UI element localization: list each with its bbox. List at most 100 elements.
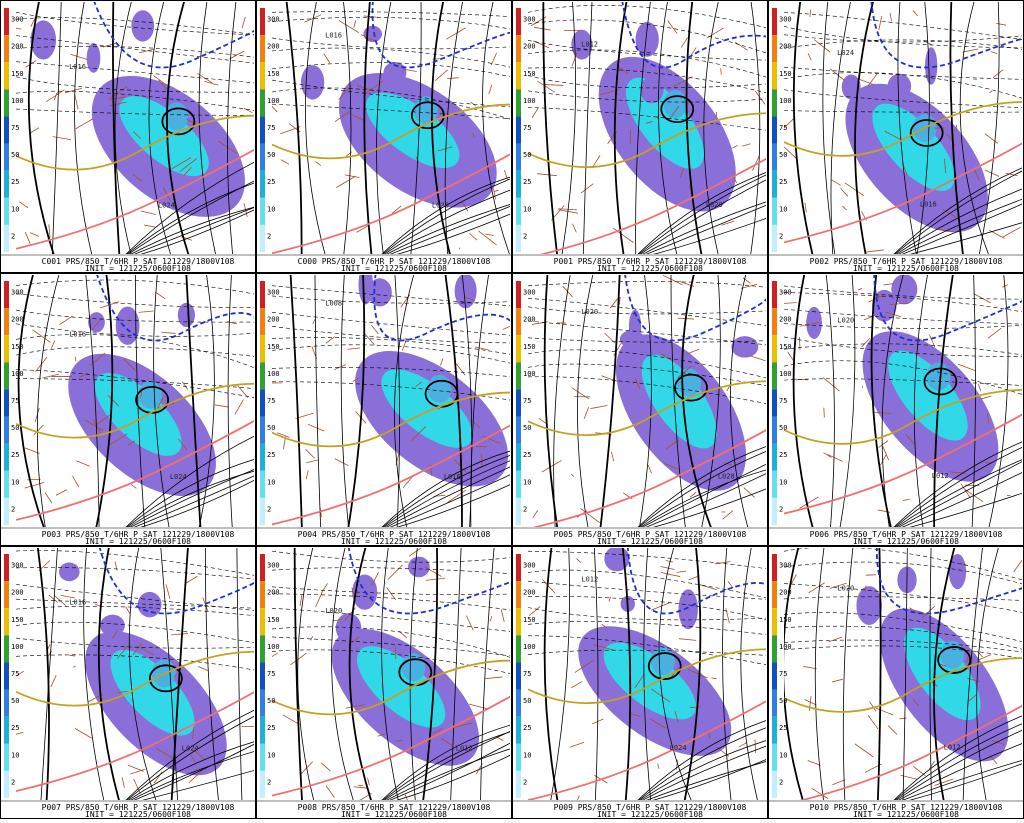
pressure-contour xyxy=(658,548,692,800)
pressure-contour xyxy=(988,275,1009,527)
colorbar-swatch xyxy=(516,308,521,336)
colorbar-swatch xyxy=(772,608,777,636)
colorbar-swatch xyxy=(4,8,9,36)
colorbar-label: 25 xyxy=(11,178,19,186)
panel-init: INIT = 121225/0600F108 xyxy=(85,264,191,273)
colorbar-swatch xyxy=(260,116,265,144)
pressure-contour xyxy=(553,275,571,527)
colorbar-swatch xyxy=(260,89,265,117)
colorbar-swatch xyxy=(260,143,265,171)
colorbar-swatch xyxy=(772,743,777,771)
pressure-contour xyxy=(394,275,400,527)
thickness-line xyxy=(272,153,510,254)
freezing-line xyxy=(528,380,766,436)
map-panel: L012 L024 300 200 150 100 75 50 25 10 2 P009 PRS/85… xyxy=(512,546,768,819)
pressure-label: L020 xyxy=(581,308,598,316)
pressure-label: L024 xyxy=(158,202,175,210)
pressure-contour xyxy=(893,715,1022,800)
temp-contour xyxy=(272,79,510,108)
pressure-contour xyxy=(396,213,510,254)
pressure-contour xyxy=(125,161,254,254)
colorbar-label: 200 xyxy=(11,589,24,597)
panel-title: P007 PRS/850 T/6HR P SAT 121229/1800V108 xyxy=(42,803,235,812)
pressure-contour xyxy=(898,743,1022,800)
map-area: L024 L016 xyxy=(784,2,1022,254)
colorbar-swatch xyxy=(516,635,521,663)
pressure-contour xyxy=(902,760,1022,800)
colorbar-swatch xyxy=(260,635,265,663)
freezing-line xyxy=(16,650,254,707)
pressure-contour xyxy=(133,207,254,254)
colorbar-swatch xyxy=(260,689,265,717)
colorbar-label: 10 xyxy=(779,205,787,213)
pressure-contour xyxy=(543,548,559,800)
panel-init: INIT = 121225/0600F108 xyxy=(341,810,447,819)
temp-contour xyxy=(528,5,766,29)
precip-shade xyxy=(663,90,688,119)
map-panel: L016 L028 300 200 150 100 75 50 25 10 2 C000 PRS/85… xyxy=(256,0,512,273)
precip-shade xyxy=(58,562,80,582)
temp-contour xyxy=(272,312,510,336)
pressure-contour xyxy=(133,475,254,527)
temp-contour xyxy=(528,337,766,343)
pressure-contour xyxy=(701,275,721,527)
colorbar-swatch xyxy=(260,497,265,525)
pressure-contour xyxy=(971,275,976,527)
colorbar-swatch xyxy=(260,224,265,252)
colorbar-label: 200 xyxy=(779,43,792,51)
blue-line xyxy=(626,548,766,615)
pressure-contour xyxy=(394,275,415,527)
colorbar-label: 10 xyxy=(523,205,531,213)
pressure-contour xyxy=(386,204,510,254)
colorbar-swatch xyxy=(4,170,9,198)
pressure-contour xyxy=(896,729,1022,800)
panel-init: INIT = 121225/0600F108 xyxy=(597,264,703,273)
colorbar-swatch xyxy=(772,197,777,225)
pressure-label: L028 xyxy=(432,201,449,209)
colorbar-label: 300 xyxy=(523,289,536,297)
colorbar-label: 100 xyxy=(267,643,280,651)
colorbar-swatch xyxy=(516,389,521,417)
temp-contour xyxy=(16,76,254,93)
low-contour xyxy=(161,107,196,136)
colorbar-label: 50 xyxy=(267,151,275,159)
freezing-line xyxy=(272,103,510,160)
pressure-contour xyxy=(577,275,594,527)
precip-shade xyxy=(926,362,951,391)
colorbar-swatch xyxy=(4,743,9,771)
colorbar-swatch xyxy=(772,443,777,471)
colorbar-swatch xyxy=(4,224,9,252)
temp-contour xyxy=(528,607,766,621)
pressure-contour xyxy=(894,170,1022,254)
colorbar-swatch xyxy=(772,716,777,744)
pressure-contour xyxy=(978,2,1000,254)
colorbar-label: 200 xyxy=(267,589,280,597)
pressure-contour xyxy=(36,275,60,527)
thickness-line xyxy=(532,429,766,527)
pressure-contour xyxy=(389,474,510,527)
freezing-line xyxy=(784,389,1022,445)
pressure-contour xyxy=(74,2,93,254)
temp-contour xyxy=(528,320,766,346)
thickness-line xyxy=(272,695,510,797)
colorbar-label: 100 xyxy=(779,643,792,651)
colorbar-label: 200 xyxy=(523,43,536,51)
pressure-contour xyxy=(97,548,120,800)
pressure-label: L016 xyxy=(69,598,86,606)
panel-title: P008 PRS/850 T/6HR P SAT 121229/1800V108 xyxy=(298,803,491,812)
colorbar-label: 100 xyxy=(267,370,280,378)
colorbar-swatch xyxy=(260,281,265,309)
pressure-contour xyxy=(140,209,254,254)
precip-shade xyxy=(948,553,967,590)
precip-shade xyxy=(872,103,955,191)
colorbar-label: 10 xyxy=(523,751,531,759)
colorbar-swatch xyxy=(260,743,265,771)
pressure-contour xyxy=(27,2,55,254)
temp-contour xyxy=(272,17,510,30)
temp-contour xyxy=(528,569,766,599)
map-area: L016 L024 xyxy=(16,275,254,527)
colorbar-label: 150 xyxy=(267,343,280,351)
precip-shade xyxy=(86,43,101,73)
colorbar-label: 50 xyxy=(267,424,275,432)
colorbar-label: 100 xyxy=(11,370,24,378)
